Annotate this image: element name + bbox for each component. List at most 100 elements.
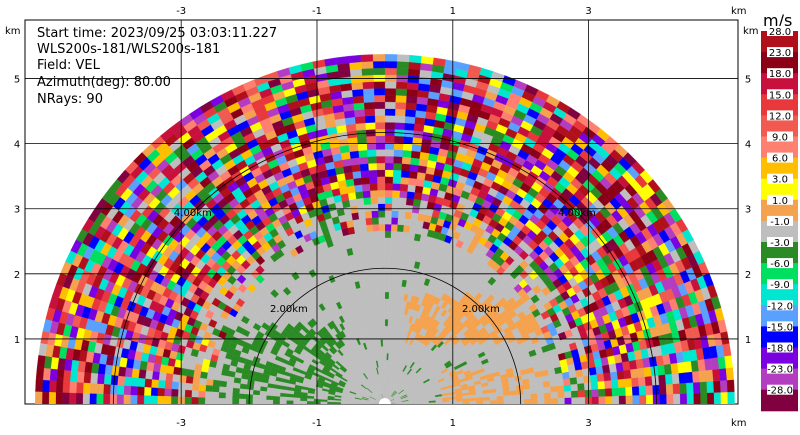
velocity-cell [239, 388, 247, 395]
velocity-cell [373, 81, 386, 89]
velocity-cell [130, 394, 138, 404]
velocity-cell [225, 387, 234, 394]
velocity-cell [204, 391, 213, 399]
velocity-cell [376, 285, 382, 293]
velocity-cell [362, 245, 370, 253]
instrument-label: WLS200s-181/WLS200s-181 [37, 42, 221, 57]
velocity-cell [402, 143, 413, 151]
velocity-cell [402, 224, 411, 233]
velocity-cell [658, 374, 667, 385]
velocity-cell [384, 237, 391, 245]
azimuth-label: Azimuth(deg): 80.00 [37, 75, 171, 90]
velocity-cell [352, 95, 364, 104]
velocity-cell [374, 108, 386, 116]
velocity-cell [404, 211, 412, 220]
velocity-cell [392, 162, 402, 171]
velocity-cell [56, 369, 65, 382]
velocity-cell [211, 391, 220, 399]
velocity-cell [367, 403, 375, 404]
velocity-cell [412, 198, 422, 207]
velocity-cell [395, 81, 408, 90]
velocity-cell [351, 88, 364, 97]
velocity-cell [384, 74, 397, 82]
velocity-cell [397, 210, 406, 219]
velocity-cell [350, 157, 360, 166]
velocity-cell [373, 244, 380, 252]
velocity-cell [384, 189, 393, 198]
velocity-cell [360, 231, 368, 240]
velocity-cell [404, 109, 416, 118]
velocity-cell [238, 393, 247, 400]
velocity-cell [384, 94, 396, 103]
velocity-cell [212, 385, 220, 393]
y-tick-label: 1 [745, 335, 751, 346]
velocity-cell [719, 368, 728, 381]
velocity-cell [612, 395, 620, 404]
velocity-cell [368, 244, 375, 253]
velocity-cell [482, 396, 491, 401]
velocity-cell [726, 379, 735, 393]
y-tick-label: 3 [14, 205, 20, 216]
velocity-cell [536, 387, 545, 394]
velocity-cell [380, 285, 386, 293]
velocity-cell [657, 364, 666, 376]
velocity-cell [394, 258, 401, 266]
velocity-cell [476, 400, 484, 404]
velocity-cell [225, 398, 233, 404]
range-ring-label: 2.00km [270, 304, 308, 315]
velocity-cell [496, 395, 504, 401]
velocity-cell [384, 54, 398, 62]
velocity-cell [117, 375, 126, 386]
velocity-cell [198, 384, 207, 392]
velocity-cell [390, 237, 397, 245]
velocity-cell [360, 61, 374, 69]
velocity-cell [69, 381, 77, 394]
velocity-cell [355, 197, 365, 206]
velocity-cell [406, 82, 419, 91]
velocity-cell [226, 381, 234, 389]
velocity-cell [618, 395, 627, 404]
velocity-cell [400, 245, 408, 253]
velocity-cell [659, 384, 667, 395]
velocity-cell [382, 325, 386, 333]
velocity-cell [186, 369, 195, 378]
velocity-cell [355, 122, 366, 131]
velocity-cell [371, 210, 379, 218]
y-unit-label-right: km [743, 26, 759, 37]
velocity-cell [218, 392, 226, 399]
velocity-cell [143, 395, 151, 404]
velocity-cell [395, 95, 407, 103]
velocity-cell [407, 232, 416, 241]
start-time-label: Start time: 2023/09/25 03:03:11.227 [37, 26, 278, 41]
velocity-cell [49, 368, 58, 382]
velocity-cell [384, 352, 387, 361]
velocity-cell [643, 366, 652, 377]
velocity-cell [279, 400, 287, 404]
velocity-cell [393, 149, 403, 157]
velocity-cell [605, 395, 613, 404]
velocity-cell [360, 403, 369, 404]
velocity-cell [366, 231, 374, 239]
velocity-cell [401, 163, 411, 172]
velocity-cell [556, 385, 565, 393]
velocity-cell [367, 156, 377, 164]
velocity-cell [413, 123, 425, 132]
velocity-cell [48, 392, 56, 404]
velocity-cell [411, 143, 422, 152]
velocity-cell [384, 244, 391, 252]
velocity-cell [384, 210, 392, 218]
velocity-cell [384, 67, 397, 76]
velocity-cell [597, 380, 606, 390]
velocity-cell [373, 88, 386, 96]
velocity-cell [379, 244, 386, 252]
velocity-cell [407, 184, 416, 193]
velocity-cell [130, 377, 139, 387]
velocity-cell [253, 385, 261, 392]
velocity-cell [365, 224, 373, 232]
velocity-cell [138, 369, 147, 379]
velocity-cell [645, 385, 654, 396]
velocity-cell [379, 251, 386, 259]
velocity-cell [320, 401, 328, 404]
y-tick-label: 3 [745, 205, 751, 216]
